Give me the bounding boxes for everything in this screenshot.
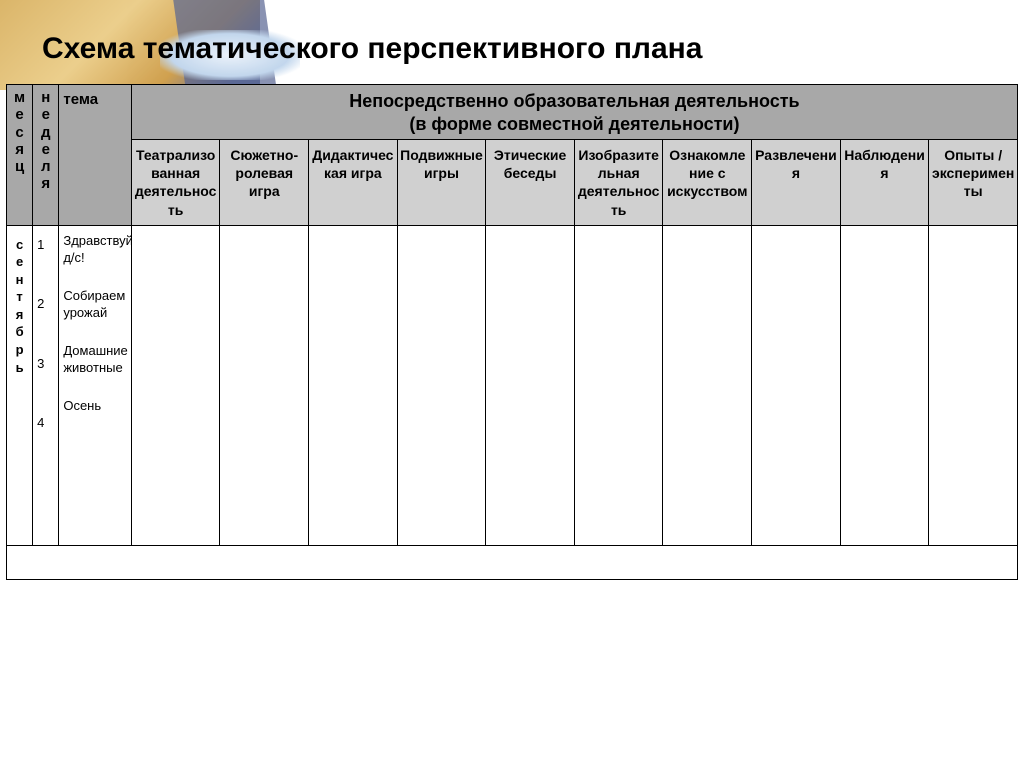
sub-art-activity: Изобразительная деятельность	[574, 140, 663, 226]
sub-experiments: Опыты / эксперименты	[929, 140, 1018, 226]
week-3: 3	[37, 355, 54, 373]
sub-observe: Наблюдения	[840, 140, 929, 226]
week-4: 4	[37, 414, 54, 432]
week-1: 1	[37, 236, 54, 254]
col-activities-merged: Непосредственно образовательная деятельн…	[131, 85, 1017, 140]
cell-s6	[663, 225, 752, 545]
sub-art-intro: Ознакомление с искусством	[663, 140, 752, 226]
theme-4: Осень	[63, 397, 126, 415]
cell-s1	[220, 225, 309, 545]
cell-s0	[131, 225, 220, 545]
cell-s2	[309, 225, 398, 545]
plan-table: месяц неделя тема Непосредственно образо…	[6, 84, 1018, 580]
col-theme: тема	[59, 85, 131, 226]
cell-s7	[752, 225, 841, 545]
cell-weeks: 1 2 3 4	[33, 225, 59, 545]
header-row-1: месяц неделя тема Непосредственно образо…	[7, 85, 1018, 140]
table-row-empty	[7, 545, 1018, 579]
sub-didactic: Дидактическая игра	[309, 140, 398, 226]
col-month: месяц	[7, 85, 33, 226]
cell-s8	[840, 225, 929, 545]
sub-theatrical: Театрализованная деятельность	[131, 140, 220, 226]
cell-month: сентябрь	[7, 225, 33, 545]
empty-footer-cell	[7, 545, 1018, 579]
page-title: Схема тематического перспективного плана	[0, 0, 1024, 84]
sub-roleplay: Сюжетно-ролевая игра	[220, 140, 309, 226]
week-2: 2	[37, 295, 54, 313]
merged-header-line2: (в форме совместной деятельности)	[136, 114, 1013, 135]
theme-1: Здравствуй, д/с!	[63, 232, 126, 267]
sub-exp-l1: Опыты /	[944, 147, 1002, 163]
sub-active-games: Подвижные игры	[397, 140, 486, 226]
header-row-2: Театрализованная деятельность Сюжетно-ро…	[7, 140, 1018, 226]
theme-3: Домашние животные	[63, 342, 126, 377]
cell-s9	[929, 225, 1018, 545]
plan-table-container: месяц неделя тема Непосредственно образо…	[0, 84, 1024, 580]
cell-s4	[486, 225, 575, 545]
cell-s5	[574, 225, 663, 545]
sub-ethics: Этические беседы	[486, 140, 575, 226]
table-row: сентябрь 1 2 3 4 Здравствуй, д/с! Собира…	[7, 225, 1018, 545]
theme-2: Собираем урожай	[63, 287, 126, 322]
cell-themes: Здравствуй, д/с! Собираем урожай Домашни…	[59, 225, 131, 545]
sub-exp-l2: эксперименты	[932, 165, 1014, 199]
merged-header-line1: Непосредственно образовательная деятельн…	[136, 91, 1013, 112]
col-week: неделя	[33, 85, 59, 226]
sub-entertain: Развлечения	[752, 140, 841, 226]
cell-s3	[397, 225, 486, 545]
